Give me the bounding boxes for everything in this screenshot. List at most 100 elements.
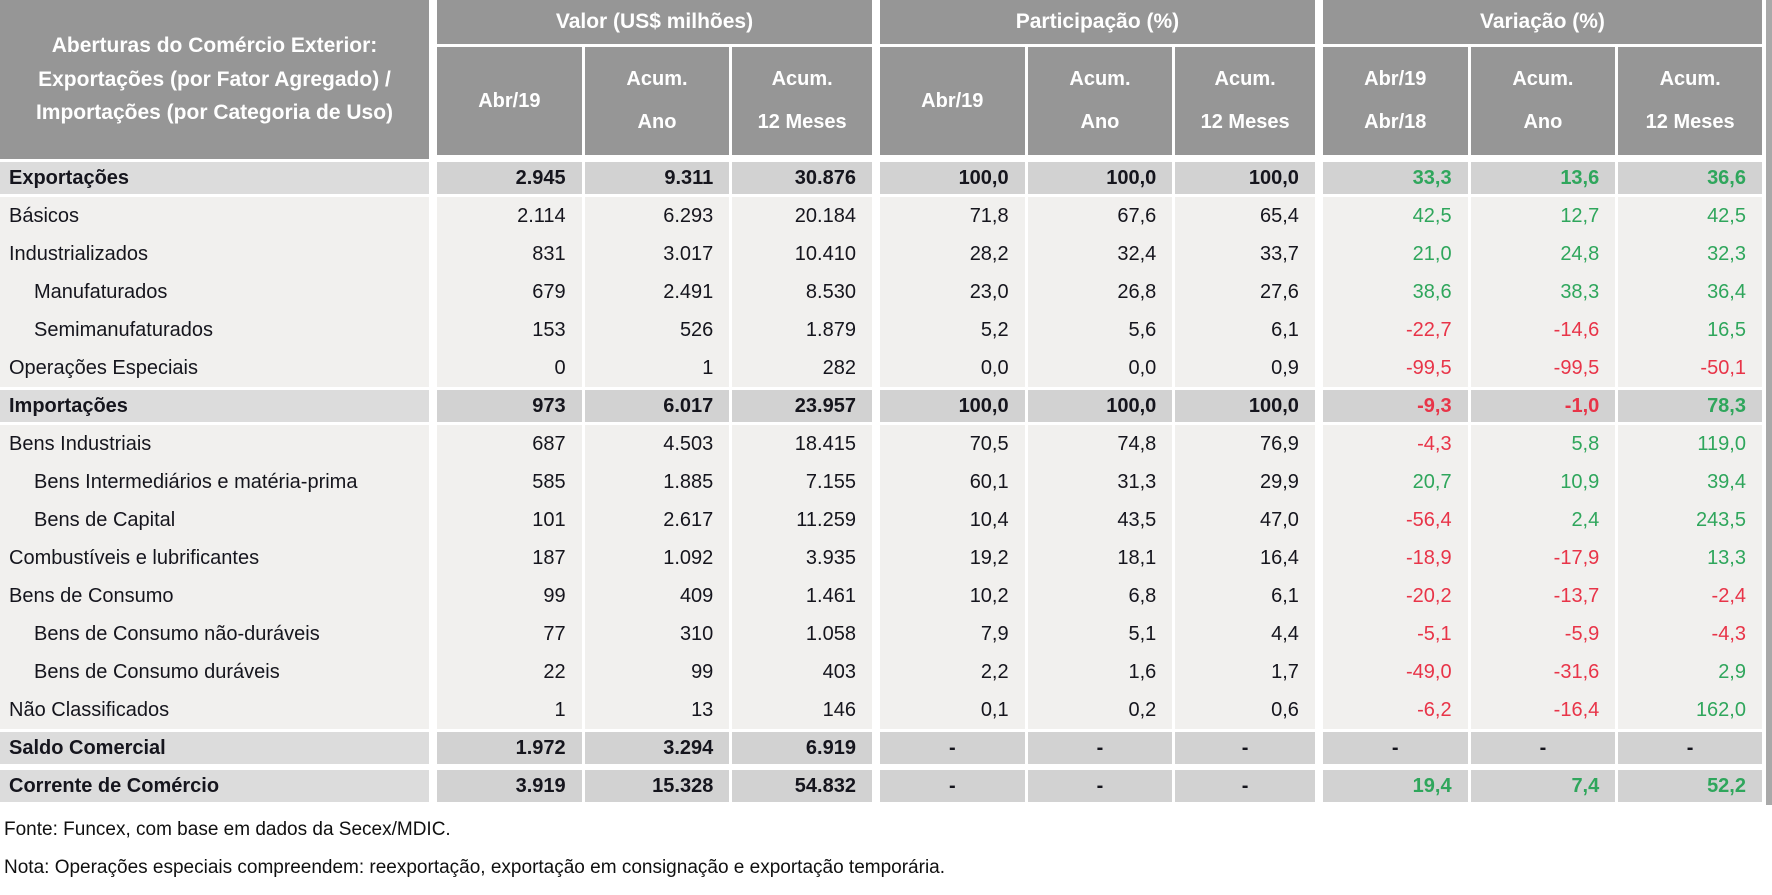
column-header: Abr/19 Abr/18 bbox=[1322, 47, 1471, 159]
variation-cell: -5,9 bbox=[1470, 615, 1619, 653]
share-cell: 0,0 bbox=[879, 349, 1028, 387]
share-cell: 1,7 bbox=[1175, 653, 1323, 691]
row-label: Não Classificados bbox=[0, 691, 437, 729]
variation-cell: -49,0 bbox=[1322, 653, 1471, 691]
value-cell: 4.503 bbox=[584, 425, 733, 463]
variation-cell: -17,9 bbox=[1470, 539, 1619, 577]
value-cell: 77 bbox=[437, 615, 585, 653]
variation-cell: 12,7 bbox=[1470, 197, 1619, 235]
column-header-line: Acum. bbox=[626, 67, 688, 90]
value-cell: 1.879 bbox=[732, 311, 880, 349]
variation-cell: -31,6 bbox=[1470, 653, 1619, 691]
share-cell: 33,7 bbox=[1175, 235, 1323, 273]
variation-cell: 38,3 bbox=[1470, 273, 1619, 311]
variation-cell: 243,5 bbox=[1618, 501, 1766, 539]
share-cell: 4,4 bbox=[1175, 615, 1323, 653]
subheader-row: Abr/19 Acum. Ano Acum. 12 Meses Abr/19 Acum. An… bbox=[0, 47, 1766, 159]
share-cell: 100,0 bbox=[1027, 159, 1176, 197]
share-cell: 100,0 bbox=[879, 387, 1028, 425]
variation-cell: -99,5 bbox=[1470, 349, 1619, 387]
row-label: Bens Intermediários e matéria-prima bbox=[0, 463, 437, 501]
value-cell: 18.415 bbox=[732, 425, 880, 463]
row-label: Industrializados bbox=[0, 235, 437, 273]
table-row: Bens de Consumo 99 409 1.461 10,2 6,8 6,1 -20,2… bbox=[0, 577, 1766, 615]
share-cell: 6,1 bbox=[1175, 311, 1323, 349]
share-cell: - bbox=[1175, 729, 1323, 767]
column-header-line: Acum. bbox=[1069, 67, 1131, 90]
column-header: Acum. 12 Meses bbox=[1175, 47, 1323, 159]
share-cell: 1,6 bbox=[1027, 653, 1176, 691]
table-title-line: Aberturas do Comércio Exterior: bbox=[51, 34, 378, 58]
table-title-line: Exportações (por Fator Agregado) / bbox=[38, 67, 391, 91]
share-cell: 0,2 bbox=[1027, 691, 1176, 729]
value-cell: 585 bbox=[437, 463, 585, 501]
value-cell: 2.945 bbox=[437, 159, 585, 197]
value-cell: 9.311 bbox=[584, 159, 733, 197]
share-cell: 23,0 bbox=[879, 273, 1028, 311]
value-cell: 310 bbox=[584, 615, 733, 653]
variation-cell: 19,4 bbox=[1322, 767, 1471, 805]
variation-cell: -13,7 bbox=[1470, 577, 1619, 615]
variation-cell: -2,4 bbox=[1618, 577, 1766, 615]
value-cell: 13 bbox=[584, 691, 733, 729]
variation-cell: -99,5 bbox=[1322, 349, 1471, 387]
row-label: Manufaturados bbox=[0, 273, 437, 311]
value-cell: 3.017 bbox=[584, 235, 733, 273]
share-cell: 5,2 bbox=[879, 311, 1028, 349]
value-cell: 7.155 bbox=[732, 463, 880, 501]
value-cell: 1.972 bbox=[437, 729, 585, 767]
table-row: Saldo Comercial 1.972 3.294 6.919- - - - - - bbox=[0, 729, 1766, 767]
share-cell: - bbox=[879, 729, 1028, 767]
row-label: Bens de Consumo não-duráveis bbox=[0, 615, 437, 653]
variation-cell: -4,3 bbox=[1322, 425, 1471, 463]
share-cell: 0,1 bbox=[879, 691, 1028, 729]
variation-cell: 32,3 bbox=[1618, 235, 1766, 273]
table-row: Bens Intermediários e matéria-prima 585 1.… bbox=[0, 463, 1766, 501]
value-cell: 1.058 bbox=[732, 615, 880, 653]
column-header: Acum. 12 Meses bbox=[1618, 47, 1766, 159]
table-title: Aberturas do Comércio Exterior: Exportaç… bbox=[0, 0, 437, 159]
table-row: Operações Especiais 0 1 282 0,0 0,0 0,9 -99,5 -9… bbox=[0, 349, 1766, 387]
value-cell: 15.328 bbox=[584, 767, 733, 805]
row-label: Corrente de Comércio bbox=[0, 767, 437, 805]
value-cell: 831 bbox=[437, 235, 585, 273]
explanatory-note: Nota: Operações especiais compreendem: r… bbox=[4, 857, 946, 878]
share-cell: - bbox=[1027, 767, 1176, 805]
row-label: Bens de Consumo bbox=[0, 577, 437, 615]
share-cell: 70,5 bbox=[879, 425, 1028, 463]
column-header-line: Abr/19 bbox=[1364, 67, 1427, 90]
table-row: Bens Industriais 687 4.503 18.415 70,5 74,8 76… bbox=[0, 425, 1766, 463]
table-row: Corrente de Comércio 3.919 15.328 54.832- - -… bbox=[0, 767, 1766, 805]
share-cell: 0,0 bbox=[1027, 349, 1176, 387]
share-cell: 5,1 bbox=[1027, 615, 1176, 653]
column-header-line: Abr/18 bbox=[1364, 111, 1427, 134]
share-cell: 74,8 bbox=[1027, 425, 1176, 463]
share-cell: 100,0 bbox=[1175, 387, 1323, 425]
share-cell: 29,9 bbox=[1175, 463, 1323, 501]
table-row: Semimanufaturados 153 526 1.879 5,2 5,6 6,1 -22… bbox=[0, 311, 1766, 349]
value-cell: 54.832 bbox=[732, 767, 880, 805]
value-cell: 1.461 bbox=[732, 577, 880, 615]
share-cell: 100,0 bbox=[1175, 159, 1323, 197]
value-cell: 1 bbox=[584, 349, 733, 387]
value-cell: 146 bbox=[732, 691, 880, 729]
variation-cell: 13,3 bbox=[1618, 539, 1766, 577]
value-cell: 973 bbox=[437, 387, 585, 425]
value-cell: 6.293 bbox=[584, 197, 733, 235]
share-cell: 100,0 bbox=[1027, 387, 1176, 425]
share-cell: 16,4 bbox=[1175, 539, 1323, 577]
column-header: Abr/19 bbox=[879, 47, 1028, 159]
value-cell: 526 bbox=[584, 311, 733, 349]
row-label: Saldo Comercial bbox=[0, 729, 437, 767]
variation-cell: 24,8 bbox=[1470, 235, 1619, 273]
column-header-line: Abr/19 bbox=[921, 89, 984, 112]
share-cell: 7,9 bbox=[879, 615, 1028, 653]
value-cell: 282 bbox=[732, 349, 880, 387]
variation-cell: 21,0 bbox=[1322, 235, 1471, 273]
column-group-valor: Valor (US$ milhões) bbox=[437, 0, 880, 47]
share-cell: 27,6 bbox=[1175, 273, 1323, 311]
share-cell: 6,1 bbox=[1175, 577, 1323, 615]
row-label: Semimanufaturados bbox=[0, 311, 437, 349]
variation-cell: -20,2 bbox=[1322, 577, 1471, 615]
value-cell: 1.885 bbox=[584, 463, 733, 501]
